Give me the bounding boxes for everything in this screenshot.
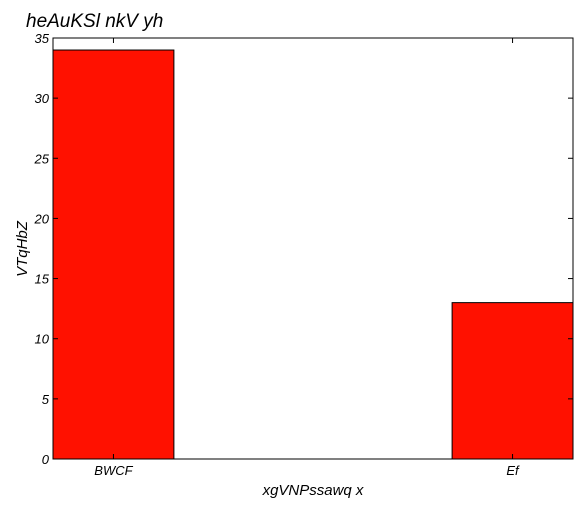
bar-group [52,49,574,460]
y-tick-label: 0 [42,452,50,467]
x-axis: BWCF Ef [94,38,520,478]
y-tick-label: 10 [35,332,50,347]
y-axis: 0 5 10 15 20 25 30 35 [34,31,573,467]
bar-BWCF [52,49,175,460]
y-tick-label: 35 [35,31,50,46]
x-tick-label: Ef [506,463,520,478]
bar-Ef [451,302,574,460]
y-tick-label: 20 [34,211,50,226]
y-tick-label: 30 [35,91,50,106]
chart-title: heAuKSl nkV yh [26,11,163,32]
y-tick-label: 5 [42,392,50,407]
y-tick-label: 15 [35,272,50,287]
x-tick-label: BWCF [94,463,133,478]
x-axis-label: xgVNPssawq x [262,482,364,499]
y-axis-label: VTqHbZ [14,220,31,277]
y-tick-label: 25 [34,151,50,166]
